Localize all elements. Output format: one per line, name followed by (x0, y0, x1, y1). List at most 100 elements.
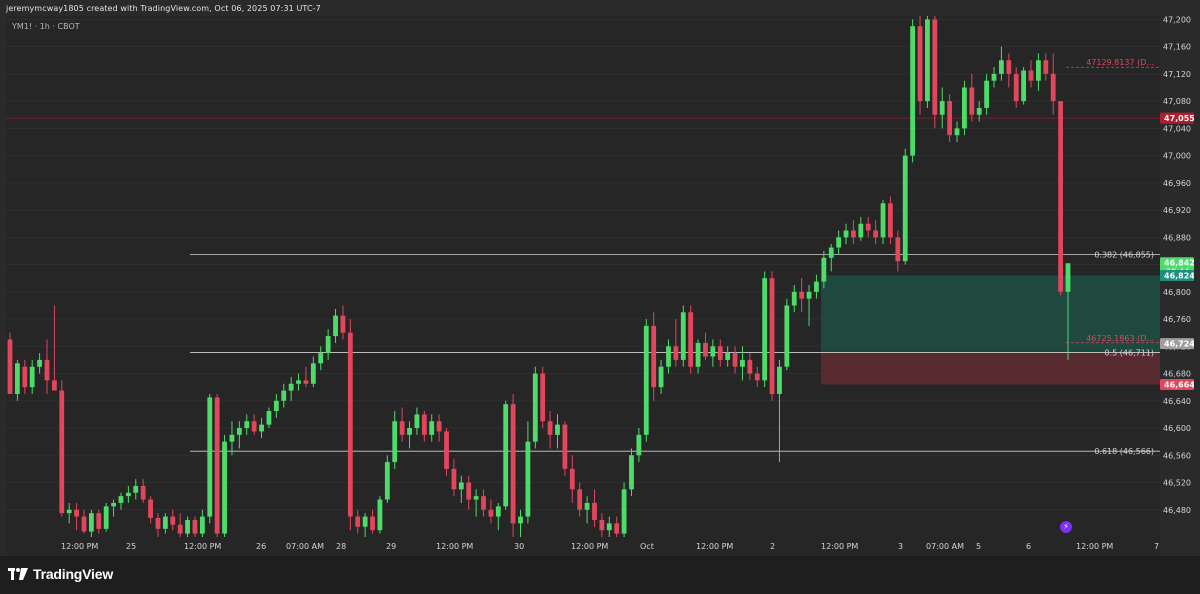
candle-body (984, 80, 990, 108)
fib-label: 0.382 (46,855) (1094, 250, 1154, 259)
candle-body (717, 346, 723, 360)
fib-label: 0.618 (46,566) (1094, 447, 1154, 456)
candle-body (710, 346, 716, 357)
candle-body (836, 237, 842, 248)
candle-body (999, 60, 1004, 74)
candle-body (451, 468, 457, 490)
alert-bolt-icon[interactable]: ⚡ (1060, 521, 1072, 533)
candle-body (540, 373, 546, 422)
candle-body (732, 353, 738, 367)
y-tick-label: 46,560 (1163, 451, 1191, 460)
candle-body (303, 380, 309, 384)
brand-name: TradingView (33, 566, 114, 582)
price-tag (1160, 112, 1194, 124)
candle-body (444, 431, 449, 469)
candle-body (851, 230, 856, 238)
candle-body (821, 257, 827, 282)
candle-body (44, 359, 50, 381)
candle-body (969, 87, 975, 115)
candle-body (954, 128, 960, 136)
x-tick-label: 2 (770, 542, 775, 551)
dashed-level-label: 46725.1863 (D... (1086, 334, 1154, 343)
candle-body (177, 524, 183, 534)
y-tick-label: 47,000 (1163, 152, 1191, 161)
candle-body (118, 496, 124, 503)
footer-bar (0, 556, 1200, 594)
candle-body (584, 502, 590, 510)
candle-body (318, 353, 324, 364)
y-tick-label: 46,880 (1163, 233, 1191, 242)
tradingview-logo: TradingView (8, 566, 113, 582)
candle-body (614, 523, 620, 534)
price-chart-svg[interactable]: 0.382 (46,855) 0.5 (46,711) 0.618 (46,566)… (6, 16, 1160, 537)
candle-body (858, 223, 864, 238)
candle-body (199, 516, 205, 534)
y-tick-label: 46,600 (1163, 424, 1191, 433)
candle-body (510, 404, 516, 524)
candle-body (399, 421, 405, 435)
fib-label: 0.5 (46,711) (1105, 348, 1155, 357)
candle-body (273, 400, 279, 412)
candle-body (66, 509, 72, 514)
x-tick-label: 5 (976, 542, 981, 551)
candle-body (932, 19, 938, 115)
candle-body (888, 203, 893, 238)
candle-body (170, 516, 176, 525)
x-tick-label: 6 (1026, 542, 1031, 551)
candle-body (873, 230, 879, 238)
candle-body (407, 428, 412, 435)
y-tick-label: 47,040 (1163, 124, 1191, 133)
candle-body (266, 411, 272, 425)
candle-body (599, 519, 605, 531)
candle-body (429, 421, 435, 435)
candle-body (1013, 73, 1019, 102)
candle-body (421, 414, 427, 435)
candle-body (59, 390, 65, 514)
candle-body (222, 441, 227, 534)
candle-body (481, 496, 486, 510)
chart-caption: jeremymcway1805 created with TradingView… (6, 4, 321, 13)
candle-body (384, 462, 390, 500)
price-axis[interactable]: 47,200 47,160 47,120 47,080 47,040 47,000 46,9… (1160, 16, 1194, 537)
candle-body (22, 366, 28, 388)
candle-body (340, 315, 346, 333)
price-tag (1160, 378, 1194, 390)
candle-body (643, 325, 649, 435)
x-tick-label: 12:00 PM (61, 542, 98, 551)
candle-body (37, 359, 42, 367)
candle-body (636, 434, 642, 456)
candle-body (917, 26, 923, 102)
candle-body (1058, 101, 1064, 292)
time-axis[interactable]: 12:00 PM 25 12:00 PM 26 07:00 AM 28 29 12:00 PM… (6, 537, 1160, 555)
candle-body (88, 513, 94, 532)
candle-body (525, 441, 531, 517)
candle-body (148, 499, 153, 518)
candle-body (592, 502, 597, 520)
x-tick-label: 12:00 PM (821, 542, 858, 551)
candle-body (236, 428, 242, 435)
candle-body (466, 482, 472, 500)
candle-body (1006, 60, 1012, 74)
candle-body (740, 359, 745, 367)
x-tick-label: 12:00 PM (571, 542, 608, 551)
candle-body (281, 390, 287, 401)
plot-area[interactable]: YM1! · 1h · CBOT 0.382 (46,855) 0.5 (46,7… (6, 16, 1160, 537)
candle-body (414, 414, 420, 429)
candle-body (1043, 60, 1049, 74)
candle-body (902, 155, 908, 262)
candle-body (244, 421, 250, 429)
candle-body (865, 223, 871, 231)
y-tick-label: 46,680 (1163, 370, 1191, 379)
candle-body (791, 291, 797, 306)
candle-body (103, 506, 109, 529)
candle-body (629, 455, 634, 490)
y-tick-label: 47,120 (1163, 70, 1191, 79)
candle-body (140, 485, 146, 500)
candle-body (296, 380, 301, 384)
candle-body (695, 342, 701, 367)
x-tick-label: 12:00 PM (184, 542, 221, 551)
candle-body (518, 516, 523, 524)
candle-body (799, 291, 805, 299)
candle-body (185, 519, 190, 534)
price-tag-label: 46,842 (1164, 259, 1194, 268)
